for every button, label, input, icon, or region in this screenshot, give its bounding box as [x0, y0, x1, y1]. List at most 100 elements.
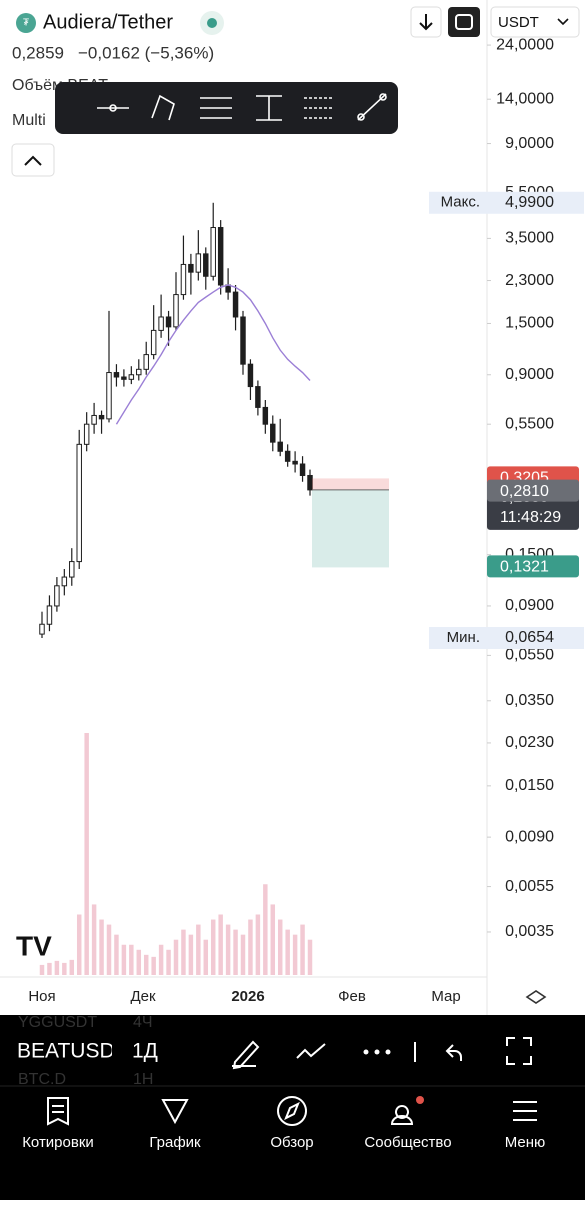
- compare-button[interactable]: [448, 7, 480, 37]
- notification-dot: [416, 1096, 424, 1104]
- logo: TV: [16, 930, 52, 961]
- candle-body: [255, 386, 261, 408]
- volume-bar: [263, 884, 268, 975]
- candle-body: [232, 291, 239, 318]
- volume-bar: [121, 944, 127, 975]
- volume-bar: [136, 949, 142, 975]
- settings-icon[interactable]: [525, 990, 547, 1004]
- candle-body: [292, 460, 298, 465]
- volume-bar: [39, 964, 45, 975]
- y-tick-label: 3,5000: [505, 230, 554, 247]
- candle-body: [173, 294, 179, 328]
- volume-bar: [166, 949, 171, 975]
- badge-label: Мин.: [447, 629, 480, 646]
- badge-value: 0,0654: [505, 629, 554, 646]
- moving-average: [115, 284, 311, 425]
- volume-bar: [248, 919, 253, 975]
- candle-body: [121, 376, 127, 380]
- volume-bar: [233, 929, 238, 975]
- volume-bar: [106, 924, 112, 975]
- volume-bar: [240, 934, 246, 975]
- status-dot: [207, 18, 217, 28]
- x-tick-label: Фев: [338, 988, 366, 1005]
- y-tick-label: 0,0090: [505, 828, 554, 845]
- candle-body: [54, 585, 60, 607]
- y-tick-label: 0,9000: [505, 366, 554, 383]
- more-dot: [374, 1049, 380, 1055]
- candle-body: [136, 368, 142, 376]
- hidden-interval: 1Н: [133, 1071, 153, 1088]
- candle-body: [46, 605, 53, 625]
- nav-icon: [161, 1099, 189, 1125]
- volume-bar: [225, 924, 231, 975]
- y-tick-label: 0,0550: [505, 647, 554, 664]
- change: −0,0162 (−5,36%): [78, 43, 214, 62]
- candle-body: [240, 316, 246, 365]
- y-tick-label: 9,0000: [505, 135, 554, 152]
- volume-bar: [143, 954, 149, 975]
- y-tick-label: 14,0000: [496, 90, 554, 107]
- countdown: 11:48:29: [500, 509, 561, 526]
- volume-bar: [158, 944, 164, 975]
- currency-button[interactable]: [490, 6, 580, 38]
- volume-bar: [151, 956, 156, 975]
- volume-bar: [203, 939, 209, 975]
- x-tick-label: Дек: [130, 988, 156, 1005]
- interval[interactable]: 1Д: [132, 1040, 158, 1063]
- candle-body: [284, 450, 291, 462]
- candle-body: [98, 414, 105, 420]
- candle-body: [143, 354, 149, 370]
- chevron: [557, 18, 569, 26]
- volume-bar: [196, 924, 201, 975]
- badge-value: 4,9900: [505, 194, 554, 211]
- candle-body: [158, 316, 164, 331]
- volume-bar: [255, 914, 261, 975]
- plot: 24,000014,00009,00005,50003,50002,30001,…: [28, 36, 584, 1005]
- symbol[interactable]: BEATUSDT: [17, 1040, 128, 1063]
- volume-bar: [114, 934, 119, 975]
- y-tick-label: 0,0055: [505, 878, 554, 895]
- candle-body: [217, 227, 224, 286]
- volume-bar: [84, 733, 89, 975]
- price: 0,2859: [12, 43, 64, 62]
- candle-body: [180, 263, 187, 296]
- candle-body: [150, 329, 157, 356]
- candle-body: [247, 363, 254, 388]
- volume-bar: [300, 924, 305, 975]
- toolbar-icons: [232, 1037, 532, 1070]
- hidden-symbol: YGGUSDT: [18, 1014, 97, 1031]
- volume-bar: [62, 962, 67, 975]
- more-dot[interactable]: [363, 1049, 369, 1055]
- y-tick-label: 0,0900: [505, 597, 554, 614]
- candle-body: [61, 576, 68, 587]
- volume-bar: [129, 944, 134, 975]
- volume-bar: [307, 939, 313, 975]
- nav-label: Котировки: [22, 1134, 94, 1151]
- hidden-interval: 4Ч: [133, 1014, 153, 1031]
- nav-label: График: [149, 1134, 201, 1151]
- x-tick-label: Мар: [431, 988, 460, 1005]
- volume-bar: [91, 904, 97, 975]
- volume-bar: [188, 934, 194, 975]
- candle-body: [270, 423, 276, 443]
- candle-body: [203, 253, 209, 277]
- collapse-button[interactable]: [11, 143, 55, 177]
- compare-icon: [455, 14, 473, 30]
- hidden-symbol: BTC.D: [18, 1071, 66, 1088]
- y-tick-label: 1,5000: [505, 315, 554, 332]
- candle-body: [76, 443, 82, 563]
- nav-label: Обзор: [270, 1134, 313, 1151]
- more-dot: [385, 1049, 391, 1055]
- collapse-icon: [24, 155, 42, 166]
- indicator-label: Multi: [12, 112, 46, 129]
- nav-bar: Котировки График Обзор Сообщество Меню: [22, 1096, 545, 1151]
- x-tick-label: 2026: [231, 988, 264, 1005]
- volume-bar: [270, 904, 276, 975]
- candle-body: [307, 474, 313, 491]
- badge-bg: [429, 627, 584, 650]
- y-tick-label: 2,3000: [505, 272, 554, 289]
- volume-bar: [218, 914, 223, 975]
- y-tick-label: 0,5500: [505, 415, 554, 432]
- candle-body: [165, 316, 172, 328]
